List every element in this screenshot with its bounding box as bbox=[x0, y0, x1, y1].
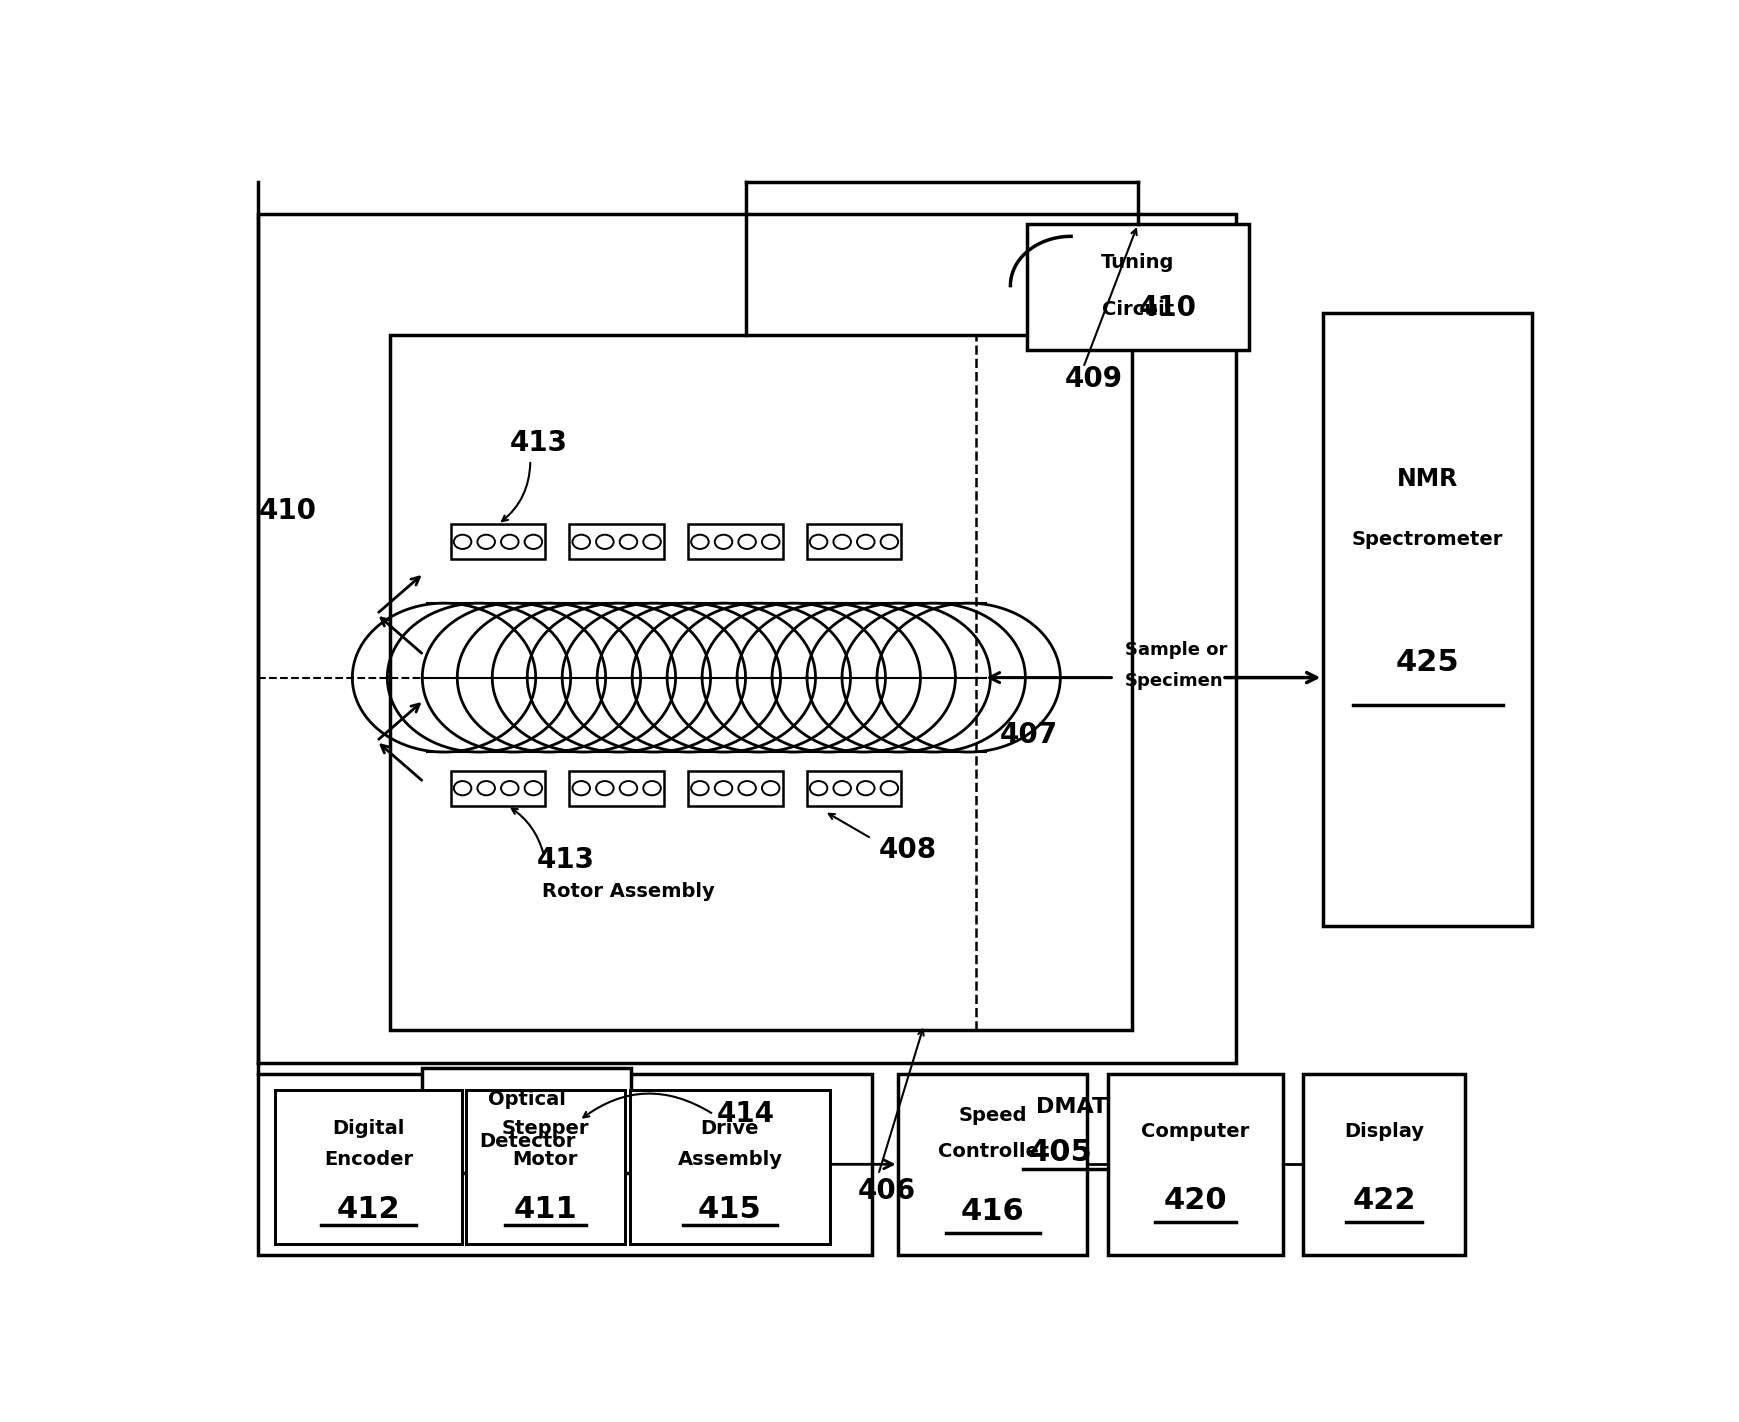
Bar bbox=[257, 215, 1235, 1064]
Bar bbox=[569, 525, 664, 559]
Bar bbox=[275, 1091, 461, 1244]
Text: Display: Display bbox=[1343, 1122, 1423, 1142]
Bar bbox=[1106, 1074, 1282, 1254]
Text: DMAT: DMAT bbox=[1035, 1096, 1106, 1116]
Text: Spectrometer: Spectrometer bbox=[1351, 530, 1502, 549]
Text: 422: 422 bbox=[1351, 1186, 1416, 1214]
Text: 413: 413 bbox=[510, 428, 567, 456]
Text: Drive: Drive bbox=[701, 1119, 758, 1138]
Text: 410: 410 bbox=[259, 498, 316, 526]
Bar bbox=[466, 1091, 624, 1244]
Text: Detector: Detector bbox=[478, 1132, 576, 1150]
Bar bbox=[897, 1074, 1087, 1254]
Text: Encoder: Encoder bbox=[323, 1150, 412, 1169]
Text: 408: 408 bbox=[878, 836, 936, 863]
Bar bbox=[1303, 1074, 1464, 1254]
Bar bbox=[390, 336, 1130, 1030]
Text: Circuit: Circuit bbox=[1101, 300, 1174, 320]
Text: Tuning: Tuning bbox=[1101, 253, 1174, 272]
Text: Speed: Speed bbox=[958, 1106, 1026, 1125]
Text: 410: 410 bbox=[1137, 293, 1196, 321]
Text: Rotor Assembly: Rotor Assembly bbox=[543, 882, 715, 900]
Text: 411: 411 bbox=[513, 1196, 577, 1224]
Text: 412: 412 bbox=[337, 1196, 400, 1224]
Bar bbox=[423, 1068, 631, 1173]
Text: Sample or: Sample or bbox=[1125, 641, 1226, 660]
Text: 409: 409 bbox=[1064, 364, 1122, 392]
Bar bbox=[1322, 313, 1532, 926]
Bar bbox=[687, 525, 783, 559]
Text: Computer: Computer bbox=[1141, 1122, 1249, 1142]
Text: 420: 420 bbox=[1163, 1186, 1226, 1214]
Bar bbox=[807, 525, 901, 559]
Text: 414: 414 bbox=[716, 1101, 774, 1129]
Bar bbox=[450, 771, 544, 806]
Text: Digital: Digital bbox=[332, 1119, 405, 1138]
Text: 406: 406 bbox=[857, 1177, 916, 1204]
Bar bbox=[569, 771, 664, 806]
Text: Optical: Optical bbox=[487, 1091, 565, 1109]
Text: Controller: Controller bbox=[937, 1142, 1047, 1162]
Text: 407: 407 bbox=[998, 721, 1057, 748]
Text: Motor: Motor bbox=[513, 1150, 577, 1169]
Text: Specimen: Specimen bbox=[1125, 671, 1223, 690]
Text: 413: 413 bbox=[536, 846, 595, 875]
Bar bbox=[1026, 225, 1249, 350]
Text: 405: 405 bbox=[1028, 1138, 1092, 1167]
Text: NMR: NMR bbox=[1396, 466, 1457, 491]
Text: Stepper: Stepper bbox=[501, 1119, 588, 1138]
Bar bbox=[450, 525, 544, 559]
Text: Assembly: Assembly bbox=[676, 1150, 783, 1169]
Text: 415: 415 bbox=[697, 1196, 762, 1224]
Bar bbox=[630, 1091, 830, 1244]
Text: 416: 416 bbox=[960, 1197, 1024, 1226]
Text: 425: 425 bbox=[1395, 648, 1459, 677]
Bar bbox=[807, 771, 901, 806]
Bar bbox=[257, 1074, 871, 1254]
Bar bbox=[687, 771, 783, 806]
